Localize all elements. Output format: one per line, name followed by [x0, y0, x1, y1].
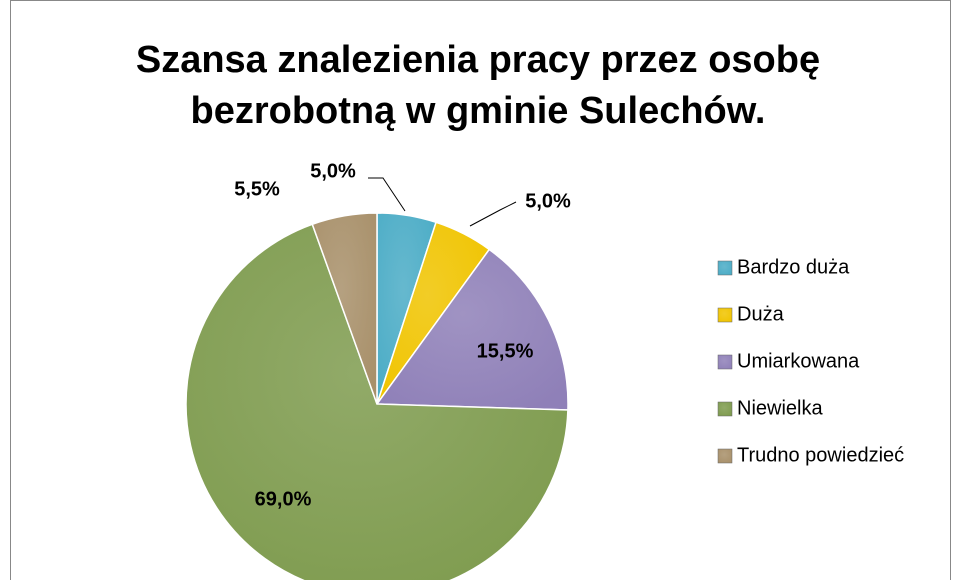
pie-slice — [311, 212, 378, 405]
leader-line — [469, 201, 517, 227]
legend-label: Duża — [737, 303, 785, 325]
data-label: 5,0% — [310, 160, 356, 182]
chart-title: Szansa znalezienia pracy przez osobę — [136, 39, 820, 81]
legend-label: Bardzo duża — [737, 256, 850, 278]
legend-swatch — [717, 401, 733, 417]
data-label: 69,0% — [255, 488, 312, 510]
data-label: 5,5% — [234, 178, 280, 200]
data-label: 15,5% — [477, 340, 534, 362]
pie-slice — [185, 223, 569, 580]
legend-label: Trudno powiedzieć — [737, 444, 904, 466]
pie-slice — [375, 248, 569, 411]
data-label: 5,0% — [525, 190, 571, 212]
leader-line — [368, 177, 406, 212]
legend-label: Umiarkowana — [737, 350, 860, 372]
legend-swatch — [717, 307, 733, 323]
legend-swatch — [717, 448, 733, 464]
legend-swatch — [717, 260, 733, 276]
legend-label: Niewielka — [737, 397, 823, 419]
chart-title: bezrobotną w gminie Sulechów. — [191, 90, 766, 132]
legend-swatch — [717, 354, 733, 370]
